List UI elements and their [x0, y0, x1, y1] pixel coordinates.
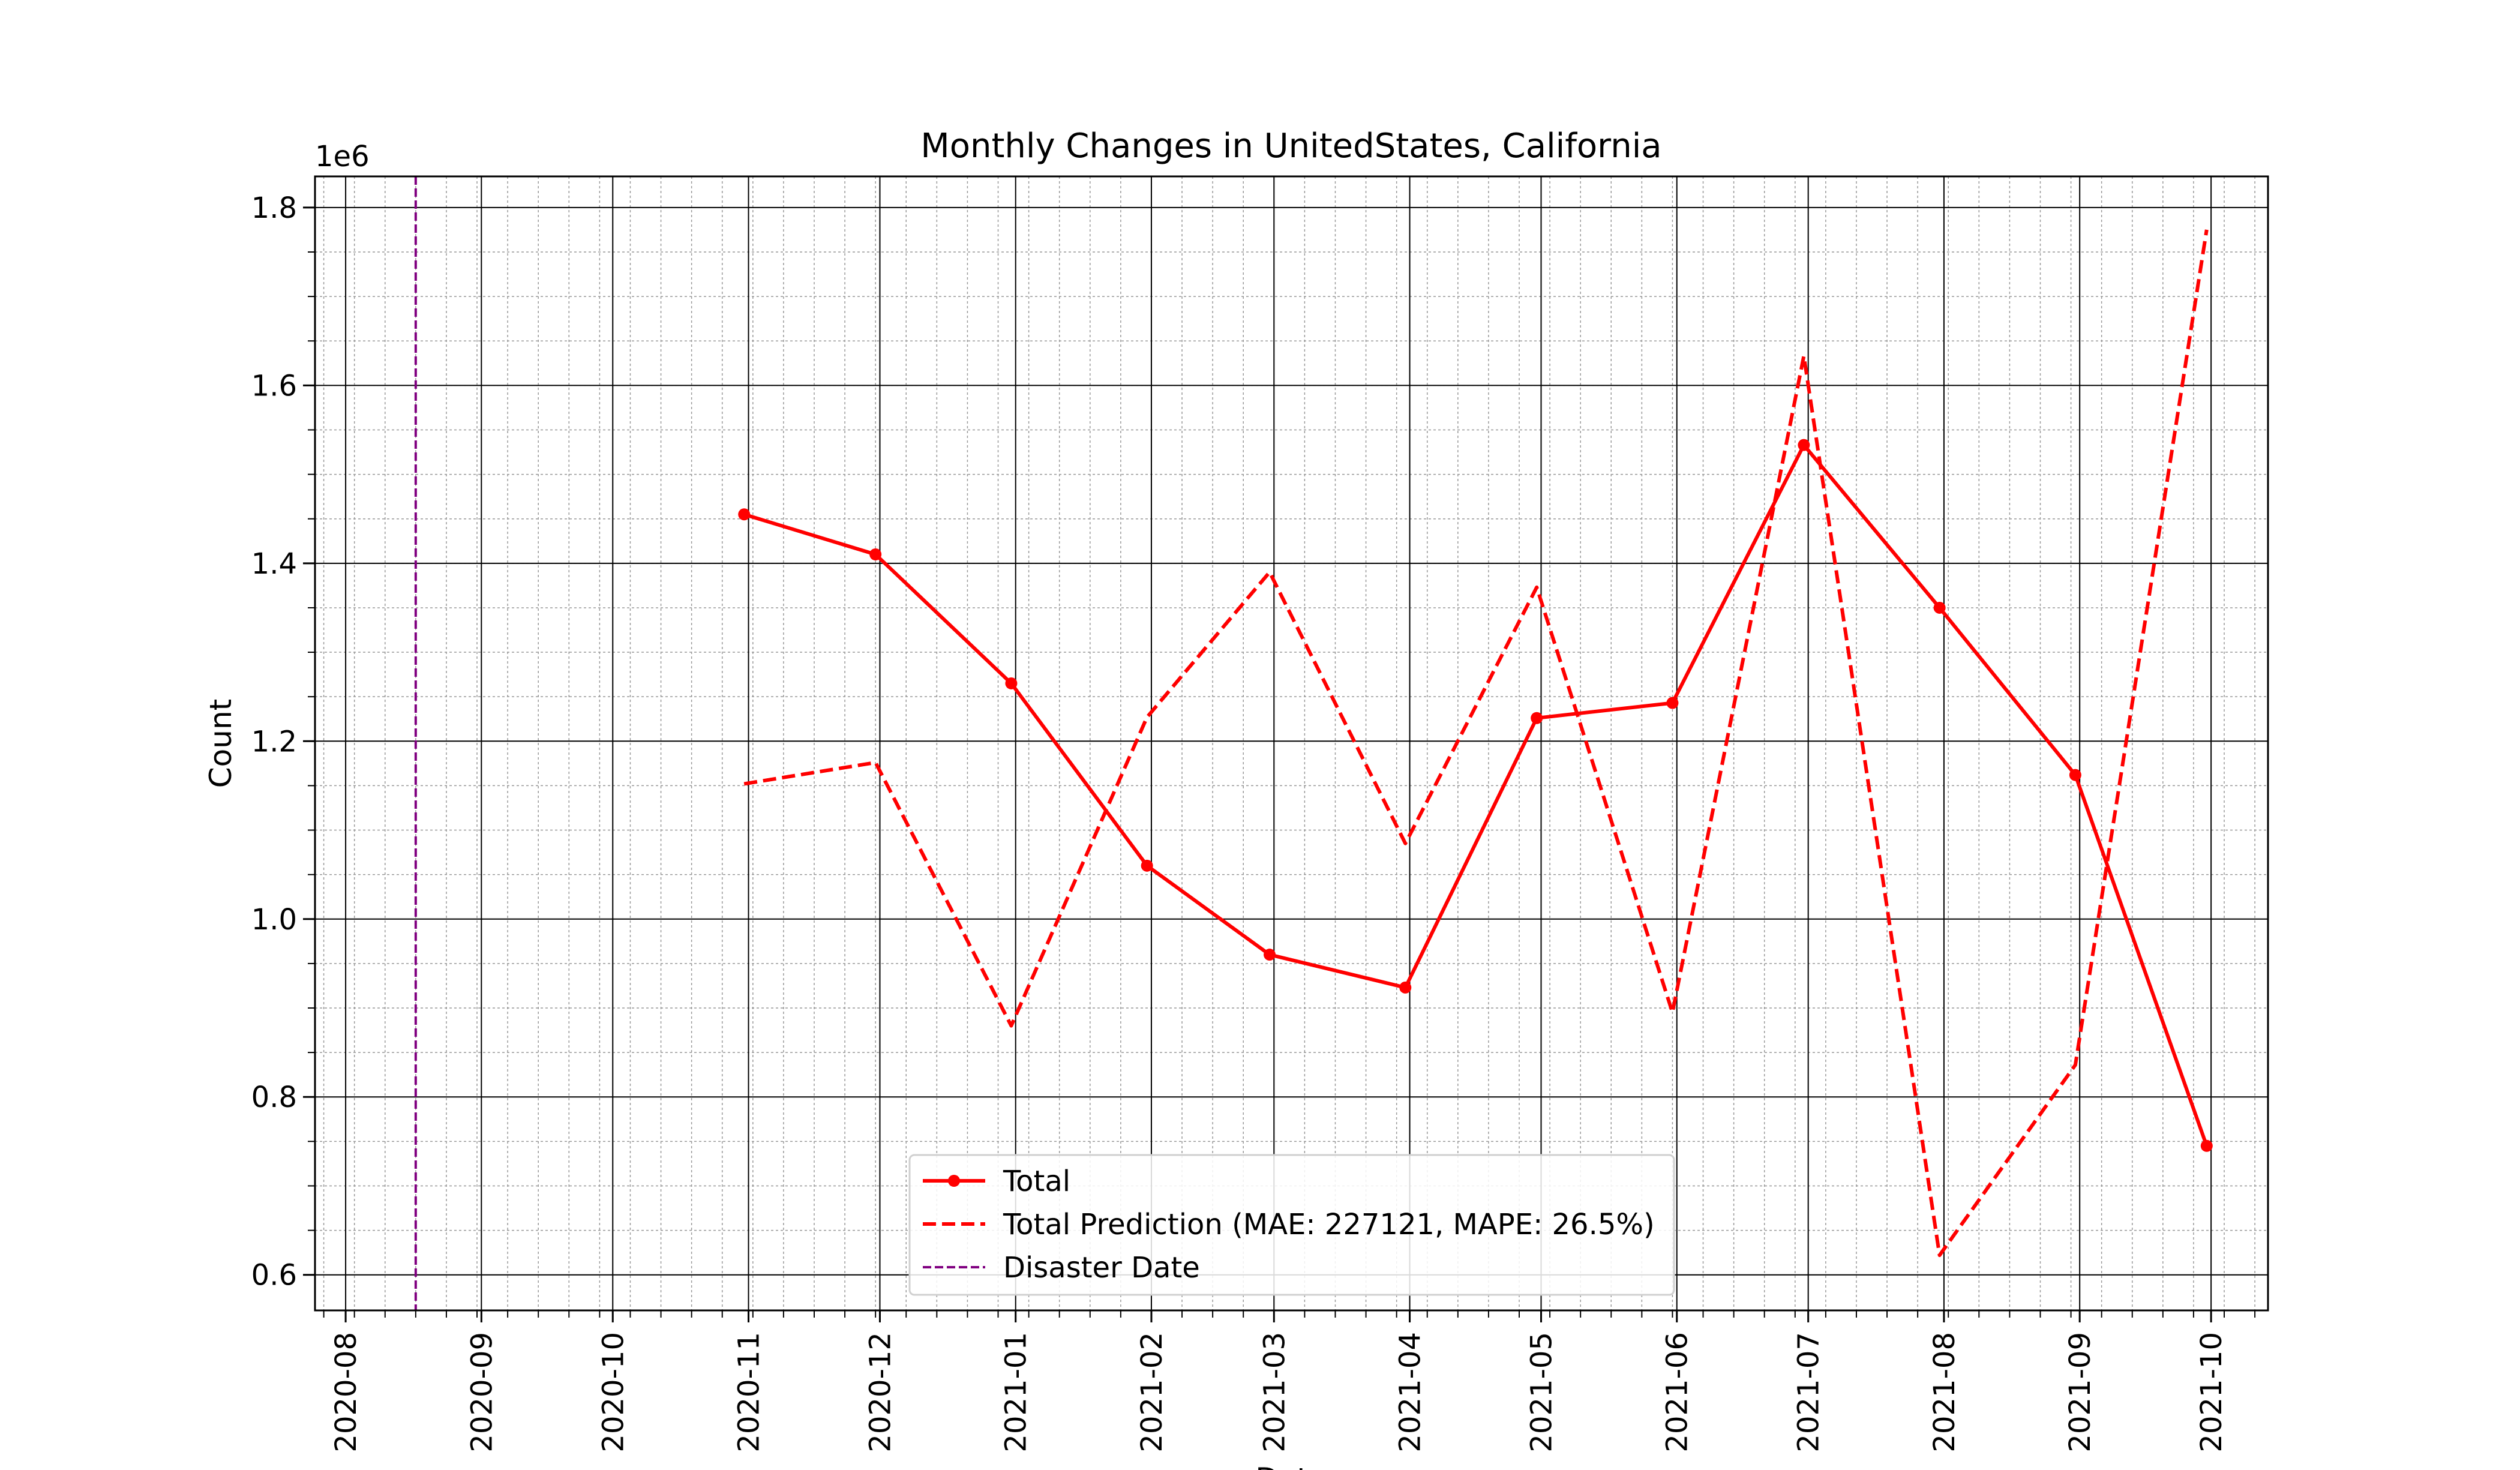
- data-point-total: [2200, 1139, 2213, 1152]
- legend-marker-total: [948, 1175, 960, 1187]
- series-layer: [738, 229, 2213, 1258]
- y-tick-label: 1.4: [251, 547, 297, 581]
- y-tick-label: 0.6: [251, 1259, 297, 1292]
- series-line-total: [743, 443, 2209, 1147]
- y-offset-text: 1e6: [315, 140, 370, 173]
- data-point-total: [738, 508, 751, 521]
- y-axis-label: Count: [203, 699, 238, 788]
- x-tick-label: 2020-11: [733, 1332, 766, 1453]
- y-tick-label: 1.8: [251, 191, 297, 225]
- data-point-total: [1798, 439, 1810, 451]
- x-tick-label: 2021-07: [1792, 1332, 1826, 1453]
- y-tick-label: 1.2: [251, 725, 297, 758]
- x-tick-label: 2020-08: [329, 1332, 363, 1453]
- x-tick-label: 2021-08: [1928, 1332, 1961, 1453]
- legend: Total Total Prediction (MAE: 227121, MAP…: [908, 1154, 1675, 1296]
- x-tick-label: 2020-12: [863, 1332, 897, 1453]
- data-point-total: [1005, 677, 1018, 689]
- chart-title: Monthly Changes in UnitedStates, Califor…: [920, 127, 1661, 166]
- minor-grid: [315, 176, 2268, 1310]
- legend-label-disaster-date: Disaster Date: [1003, 1251, 1200, 1285]
- data-point-total: [2069, 769, 2081, 781]
- data-point-total: [1666, 697, 1679, 709]
- x-tick-label: 2021-04: [1394, 1332, 1427, 1453]
- y-tick-label: 1.0: [251, 903, 297, 937]
- x-tick-label: 2021-02: [1135, 1332, 1169, 1453]
- major-grid: [315, 176, 2268, 1310]
- y-tick-label: 0.8: [251, 1081, 297, 1114]
- data-point-total: [1933, 601, 1946, 614]
- legend-label-total: Total: [1003, 1165, 1070, 1198]
- x-tick-label: 2021-09: [2063, 1332, 2097, 1453]
- x-axis: 2020-08 2020-09 2020-10 2020-11 2020-12 2021-…: [323, 1310, 2256, 1453]
- x-axis-label: Date: [1255, 1462, 1327, 1470]
- plot-frame: [314, 175, 2269, 1312]
- x-tick-label: 2021-05: [1525, 1332, 1558, 1453]
- y-tick-label: 1.6: [251, 369, 297, 403]
- data-point-total: [869, 548, 882, 560]
- legend-label-total-prediction: Total Prediction (MAE: 227121, MAPE: 26.…: [1003, 1208, 1655, 1241]
- legend-box: [908, 1154, 1675, 1296]
- x-tick-label: 2021-03: [1258, 1332, 1291, 1453]
- x-tick-label: 2021-10: [2195, 1332, 2228, 1453]
- data-point-total: [1399, 981, 1412, 994]
- x-tick-label: 2021-06: [1661, 1332, 1694, 1453]
- x-tick-label: 2020-10: [596, 1332, 630, 1453]
- series-line-total-prediction: [743, 229, 2209, 1258]
- data-point-total: [1264, 949, 1276, 961]
- data-point-total: [1141, 859, 1153, 872]
- x-tick-label: 2020-09: [465, 1332, 499, 1453]
- data-point-total: [1531, 712, 1543, 724]
- x-tick-label: 2021-01: [1000, 1332, 1033, 1453]
- plot-background: [315, 176, 2268, 1310]
- y-axis: 0.6 0.8 1.0 1.2 1.4 1.6 1.8: [251, 191, 315, 1292]
